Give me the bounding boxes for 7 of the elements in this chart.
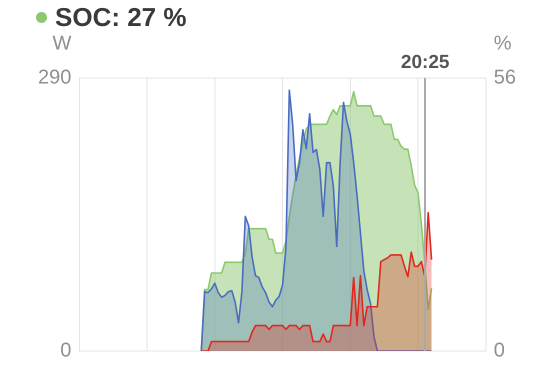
legend-label: SOC: 27 % [55, 2, 186, 33]
y-axis-title: W [52, 32, 72, 55]
y-tick-label: 290 [38, 66, 72, 89]
text: 20:25 [400, 52, 450, 74]
y2-tick-label: 56 [494, 66, 516, 89]
y2-tick-label: 0 [494, 340, 505, 362]
y2-axis-title: % [494, 32, 512, 55]
